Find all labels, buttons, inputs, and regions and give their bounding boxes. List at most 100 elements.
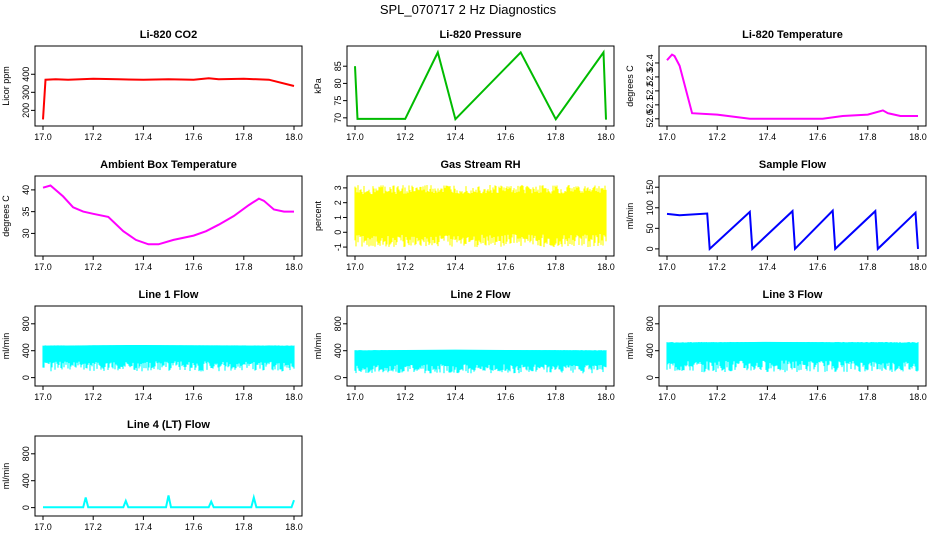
chart-svg: Li-820 CO2 17.0 17.2 17.4 17.6 17.8 18.0 200 300… — [1, 29, 303, 142]
y-tick-label: 70 — [333, 113, 343, 123]
chart-title: Line 2 Flow — [451, 289, 511, 301]
x-tick-label: 17.6 — [809, 262, 827, 272]
y-tick-label: 75 — [333, 96, 343, 106]
x-tick-label: 17.4 — [447, 392, 465, 402]
y-axis-label: ml/min — [1, 333, 11, 360]
series-line — [666, 341, 919, 347]
x-tick-label: 17.0 — [658, 262, 676, 272]
chart-panel: Ambient Box Temperature 17.0 17.2 17.4 17.6 1… — [0, 156, 312, 286]
x-tick-label: 17.0 — [34, 132, 52, 142]
chart-svg: Ambient Box Temperature 17.0 17.2 17.4 17.6 1… — [1, 159, 303, 272]
y-axis-label: ml/min — [1, 463, 11, 490]
x-tick-label: 17.4 — [447, 132, 465, 142]
y-axis-label: ml/min — [313, 333, 323, 360]
y-tick-label: 400 — [21, 343, 31, 358]
x-tick-label: 17.6 — [497, 132, 515, 142]
x-tick-label: 17.0 — [34, 262, 52, 272]
x-tick-label: 17.6 — [497, 262, 515, 272]
y-tick-label: 40 — [21, 185, 31, 195]
y-axis-label: degrees C — [625, 65, 635, 107]
chart-panel: Li-820 CO2 17.0 17.2 17.4 17.6 17.8 18.0 200 300… — [0, 26, 312, 156]
x-tick-label: 18.0 — [597, 262, 615, 272]
chart-title: Line 3 Flow — [763, 289, 823, 301]
chart-panel: Line 4 (LT) Flow 17.0 17.2 17.4 17.6 17.8 18.0… — [0, 416, 312, 546]
y-tick-label: 400 — [645, 343, 655, 358]
x-tick-label: 17.6 — [809, 132, 827, 142]
y-axis-label: degrees C — [1, 195, 11, 237]
plot-frame — [658, 45, 927, 127]
y-tick-label: 85 — [333, 61, 343, 71]
plot-frame — [658, 175, 927, 257]
x-tick-label: 17.0 — [34, 522, 52, 532]
x-tick-label: 17.6 — [497, 392, 515, 402]
y-tick-label: 100 — [645, 200, 655, 215]
y-axis-label: kPa — [313, 78, 323, 94]
series-line — [666, 53, 918, 120]
plot-frame — [34, 305, 303, 387]
chart-panel: Gas Stream RH 17.0 17.2 17.4 17.6 17.8 18.0 -1 0… — [312, 156, 624, 286]
series-line — [42, 184, 294, 246]
series-line — [354, 49, 607, 122]
x-tick-label: 17.8 — [547, 262, 565, 272]
x-tick-label: 17.6 — [185, 262, 203, 272]
y-tick-label: 50 — [645, 223, 655, 233]
chart-title: Ambient Box Temperature — [100, 159, 237, 171]
y-tick-label: 3 — [333, 185, 343, 190]
chart-svg: Li-820 Temperature 17.0 17.2 17.4 17.6 17.8 18… — [625, 29, 927, 142]
series-line — [43, 493, 295, 509]
y-tick-label: 0 — [333, 230, 343, 235]
plot-frame — [34, 45, 303, 127]
chart-title: Line 4 (LT) Flow — [127, 419, 210, 431]
x-tick-label: 17.8 — [235, 522, 253, 532]
series-line — [354, 349, 607, 353]
y-tick-label: 800 — [645, 316, 655, 331]
y-tick-label: 0 — [21, 375, 31, 380]
chart-panel: Li-820 Temperature 17.0 17.2 17.4 17.6 17.8 18… — [624, 26, 936, 156]
series-line — [42, 77, 295, 120]
x-tick-label: 17.2 — [708, 262, 726, 272]
y-tick-label: 1 — [333, 215, 343, 220]
x-tick-label: 17.0 — [346, 132, 364, 142]
y-tick-label: 300 — [21, 85, 31, 100]
x-tick-label: 18.0 — [285, 392, 303, 402]
chart-title: Li-820 Temperature — [742, 29, 843, 41]
chart-svg: Line 3 Flow 17.0 17.2 17.4 17.6 17.8 18.0 0 400 8… — [625, 289, 927, 402]
x-tick-label: 17.0 — [34, 392, 52, 402]
x-tick-label: 17.2 — [708, 132, 726, 142]
series-line — [666, 208, 919, 252]
x-tick-label: 17.8 — [547, 392, 565, 402]
x-tick-label: 17.2 — [84, 522, 102, 532]
y-tick-label: -1 — [333, 243, 343, 251]
chart-svg: Gas Stream RH 17.0 17.2 17.4 17.6 17.8 18.0 -1 0… — [313, 159, 615, 272]
chart-title: Li-820 CO2 — [140, 29, 197, 41]
x-tick-label: 17.2 — [84, 132, 102, 142]
chart-svg: Li-820 Pressure 17.0 17.2 17.4 17.6 17.8 18.0 7… — [313, 29, 615, 142]
x-tick-label: 17.8 — [235, 132, 253, 142]
x-tick-label: 18.0 — [597, 132, 615, 142]
x-tick-label: 17.4 — [759, 262, 777, 272]
x-tick-label: 18.0 — [597, 392, 615, 402]
x-tick-label: 17.4 — [135, 262, 153, 272]
x-tick-label: 17.0 — [658, 392, 676, 402]
y-tick-label: 800 — [21, 316, 31, 331]
y-tick-label: 52.4 — [645, 54, 655, 72]
chart-panel: Sample Flow 17.0 17.2 17.4 17.6 17.8 18.0 0 50 10… — [624, 156, 936, 286]
y-tick-label: 150 — [645, 180, 655, 195]
plot-frame — [34, 175, 303, 257]
y-tick-label: 52.2 — [645, 82, 655, 100]
y-tick-label: 800 — [21, 446, 31, 461]
x-tick-label: 17.0 — [658, 132, 676, 142]
x-tick-label: 17.8 — [547, 132, 565, 142]
chart-panel: Line 2 Flow 17.0 17.2 17.4 17.6 17.8 18.0 0 400 8… — [312, 286, 624, 416]
x-tick-label: 17.4 — [759, 392, 777, 402]
y-tick-label: 80 — [333, 78, 343, 88]
x-tick-label: 17.2 — [396, 132, 414, 142]
chart-title: Sample Flow — [759, 159, 827, 171]
y-tick-label: 800 — [333, 316, 343, 331]
x-tick-label: 17.2 — [396, 392, 414, 402]
chart-svg: Line 1 Flow 17.0 17.2 17.4 17.6 17.8 18.0 0 400 8… — [1, 289, 303, 402]
plot-frame — [346, 175, 615, 257]
x-tick-label: 18.0 — [909, 392, 927, 402]
y-tick-label: 0 — [21, 505, 31, 510]
x-tick-label: 18.0 — [909, 132, 927, 142]
